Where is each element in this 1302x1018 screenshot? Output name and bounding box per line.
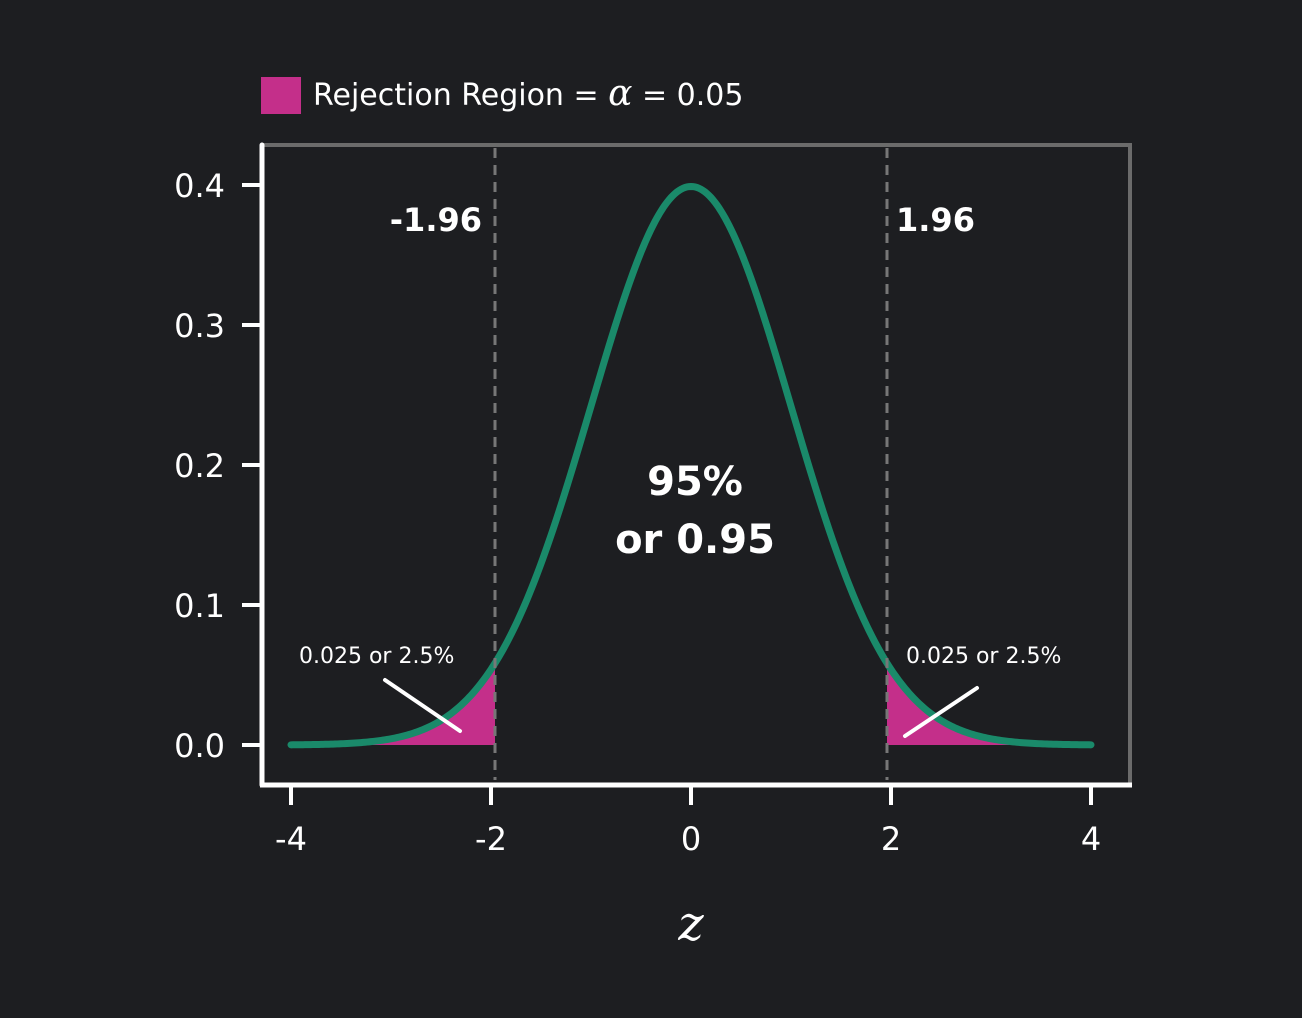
x-tick-label: -4	[275, 820, 307, 858]
x-tick-label: 0	[681, 820, 701, 858]
y-tick-label: 0.2	[174, 447, 225, 485]
x-tick-label: 4	[1081, 820, 1101, 858]
tail-pointer-left	[383, 678, 462, 733]
alpha-symbol: α	[608, 73, 632, 114]
center-label-line1: 95%	[647, 459, 743, 505]
y-tick-label: 0.4	[174, 167, 225, 205]
y-tick-label: 0.0	[174, 727, 225, 765]
y-tick-label: 0.1	[174, 587, 225, 625]
center-label-line2: or 0.95	[615, 517, 775, 563]
rejection-region-right	[887, 663, 1091, 745]
rejection-region-left	[291, 663, 495, 745]
density-curve	[287, 182, 1095, 749]
tail-label-right: 0.025 or 2.5%	[906, 644, 1061, 669]
x-tick-label: 2	[881, 820, 901, 858]
tail-pointer-right	[903, 686, 979, 738]
y-tick-label: 0.3	[174, 307, 225, 345]
plot-frame	[262, 143, 1132, 785]
legend-label: Rejection Region = α = 0.05	[313, 73, 743, 114]
x-axis-label: z	[677, 896, 704, 952]
critical-label-left: -1.96	[390, 201, 482, 239]
x-tick-label: -2	[475, 820, 507, 858]
tail-label-left: 0.025 or 2.5%	[299, 644, 454, 669]
legend-swatch	[261, 77, 301, 114]
critical-label-right: 1.96	[896, 201, 975, 239]
